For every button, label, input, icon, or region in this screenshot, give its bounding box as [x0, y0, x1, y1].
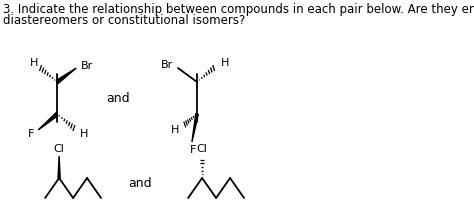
Text: H: H — [80, 129, 89, 139]
Text: Br: Br — [82, 61, 93, 71]
Polygon shape — [57, 68, 76, 84]
Polygon shape — [192, 113, 198, 142]
Text: H: H — [171, 125, 179, 135]
Text: and: and — [128, 176, 152, 190]
Polygon shape — [58, 156, 60, 178]
Text: and: and — [106, 91, 129, 105]
Text: Cl: Cl — [54, 144, 64, 154]
Text: diastereomers or constitutional isomers?: diastereomers or constitutional isomers? — [2, 14, 245, 27]
Text: F: F — [190, 145, 196, 155]
Text: F: F — [28, 129, 34, 139]
Text: 3. Indicate the relationship between compounds in each pair below. Are they enan: 3. Indicate the relationship between com… — [2, 3, 474, 16]
Text: Br: Br — [161, 60, 173, 70]
Polygon shape — [38, 112, 58, 130]
Text: Cl: Cl — [197, 144, 208, 154]
Text: H: H — [220, 58, 229, 68]
Text: H: H — [30, 58, 38, 68]
